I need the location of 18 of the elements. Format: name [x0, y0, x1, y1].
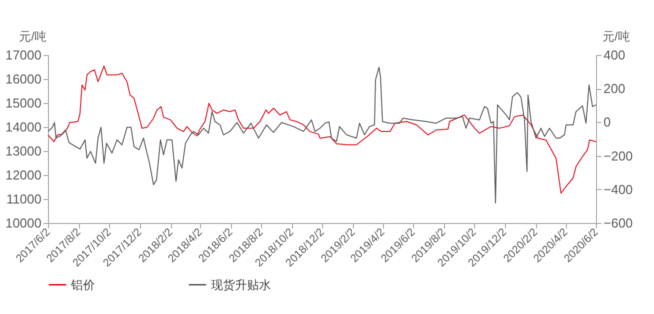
y-tick-label: 16000 [5, 72, 42, 86]
y2-tick-label: −600 [604, 216, 633, 230]
y-tick-label: 15000 [5, 96, 42, 110]
y-tick-label: 11000 [6, 192, 42, 206]
y-tick-label: 10000 [5, 216, 42, 230]
y2-tick-label: 400 [604, 48, 626, 62]
legend-label: 铝价 [70, 278, 95, 292]
legend-label: 现货升贴水 [211, 278, 271, 292]
y2-tick-label: 0 [604, 114, 611, 130]
y2-tick-label: −200 [604, 148, 633, 164]
y2-axis-title: 元/吨 [602, 30, 630, 44]
y-tick-label: 14000 [5, 120, 42, 134]
y-tick-label: 12000 [5, 168, 42, 182]
y2-tick-label: 200 [604, 81, 626, 96]
y2-tick-label: −400 [604, 182, 633, 197]
y-axis-title: 元/吨 [19, 30, 46, 44]
y-tick-label: 13000 [5, 144, 42, 158]
y-tick-label: 17000 [5, 48, 42, 62]
